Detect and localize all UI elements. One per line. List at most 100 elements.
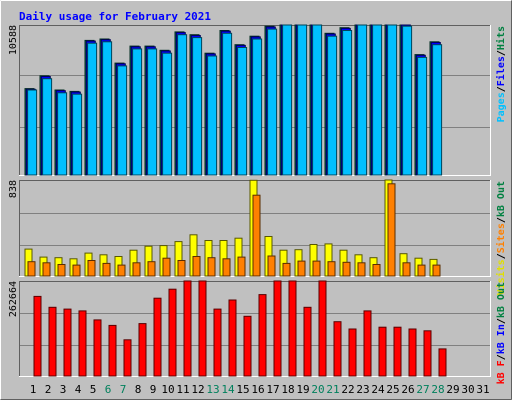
bar-kb-f [168,288,177,377]
bar-sites [267,255,276,277]
bar-kb-f [78,310,87,377]
bar-kb-f [363,310,372,377]
bar-kb-f [318,280,327,377]
bar-sites [342,261,351,277]
legend-entry: Pages [496,92,507,122]
x-tick-label: 30 [461,383,474,396]
bar-pages [87,42,98,176]
x-tick-label: 20 [311,383,324,396]
legend-separator: / [496,86,507,92]
legend-separator: / [496,50,507,56]
x-tick-label: 25 [386,383,399,396]
plot-area [19,281,491,377]
x-tick-label: 19 [296,383,309,396]
bar-pages [312,24,323,176]
chart-title: Daily usage for February 2021 [19,10,211,23]
bar-kb-f [423,330,432,377]
bar-sites [237,256,246,277]
bar-sites [102,262,111,277]
bar-pages [237,47,248,176]
x-tick-label: 4 [75,383,82,396]
bar-pages [117,65,128,176]
bar-sites [357,262,366,277]
bar-sites [327,261,336,277]
x-tick-label: 5 [90,383,97,396]
legend-entry: Files [495,56,507,86]
bar-sites [282,262,291,277]
legend-separator: / [496,253,507,259]
bar-kb-f [123,339,132,377]
bar-pages [222,32,233,176]
x-tick-label: 3 [60,383,67,396]
legend-bottom: kB F/kB In/kB Out [496,282,507,384]
bar-pages [177,34,188,176]
x-axis: 1 2 3 4 5 6 7 8 9 10 11 12 13 14 15 16 17 18 19 20 21 22 23 24 2… [30,383,490,396]
bar-pages [297,24,308,176]
legend-mid: Visits/Sites/kB Out [495,181,507,295]
bar-sites [192,256,201,277]
bar-pages [267,28,278,176]
bar-kb-f [303,306,312,377]
bar-pages [372,24,383,176]
bar-sites [387,183,396,277]
bar-sites [252,194,261,277]
x-tick-label: 31 [476,383,489,396]
bar-pages [282,24,293,176]
x-tick-label: 9 [150,383,157,396]
y-max-label: 10588 [8,25,19,55]
bar-pages [42,78,53,176]
x-tick-label: 17 [266,383,279,396]
bar-kb-f [213,308,222,377]
bar-pages [402,25,413,176]
bar-pages [417,56,428,176]
bar-pages [252,38,263,176]
bar-kb-f [438,348,447,377]
bar-kb-f [108,324,117,377]
x-tick-label: 21 [326,383,339,396]
bar-kb-f [228,299,237,377]
bar-kb-f [333,321,342,377]
x-tick-label: 12 [191,383,204,396]
x-tick-label: 2 [45,383,52,396]
panel-top: 10588 Pages/Files/Hits [8,24,507,176]
bar-kb-f [198,280,207,377]
x-tick-label: 10 [161,383,174,396]
bar-kb-f [408,328,417,377]
bar-sites [177,260,186,277]
bar-sites [417,264,426,277]
bar-kb-f [63,308,72,377]
x-tick-label: 28 [431,383,444,396]
bar-sites [402,262,411,277]
y-max-label: 838 [8,180,19,198]
bar-kb-f [378,326,387,377]
bar-sites [222,258,231,277]
legend-top: Pages/Files/Hits [495,26,507,122]
x-tick-label: 29 [446,383,459,396]
bar-sites [72,264,81,277]
bar-sites [432,264,441,277]
bar-sites [147,261,156,277]
bar-kb-f [243,315,252,377]
bar-sites [297,260,306,277]
bar-kb-f [393,326,402,377]
bar-pages [72,93,83,176]
panel-bottom: 262664 kB F/kB In/kB Out [8,280,507,384]
bar-sites [27,261,36,277]
x-tick-label: 23 [356,383,369,396]
bar-sites [117,264,126,277]
bar-sites [132,262,141,277]
bar-kb-f [93,319,102,377]
legend-entry: kB Out [496,181,507,217]
bar-pages [327,35,338,176]
bar-pages [357,24,368,176]
y-max-label: 262664 [8,281,19,317]
bar-pages [207,55,218,176]
bar-pages [57,92,68,176]
legend-entry: Visits [495,259,507,295]
bar-sites [42,262,51,277]
legend-entry: kB In [496,324,507,354]
x-tick-label: 7 [120,383,127,396]
x-tick-label: 8 [135,383,142,396]
